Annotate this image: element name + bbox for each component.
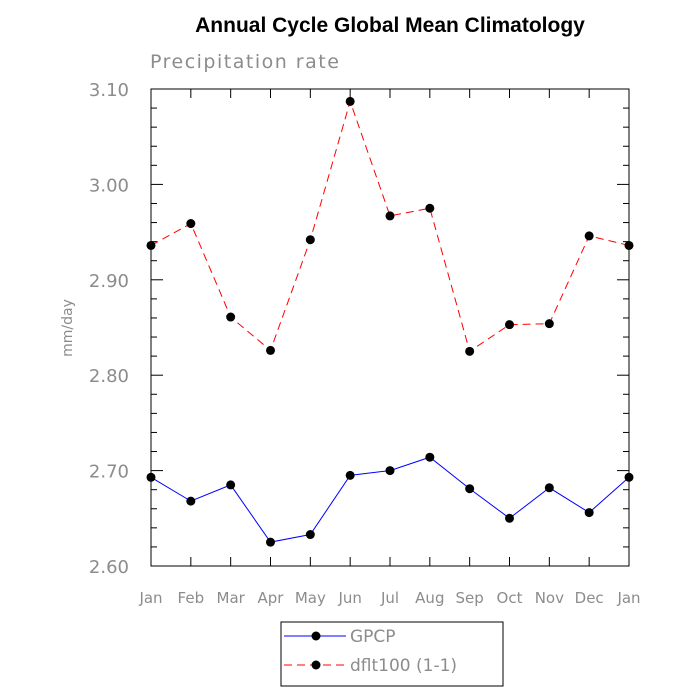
y-tick-label: 3.10 (89, 80, 129, 101)
legend: GPCP dflt100 (1-1) (280, 621, 504, 687)
x-tick-label: Jan (138, 589, 162, 607)
data-point (186, 496, 196, 506)
legend-label-0: GPCP (350, 627, 396, 647)
y-tick-label: 2.90 (89, 271, 129, 292)
x-tick-label: Apr (258, 589, 285, 607)
legend-marker-0 (311, 631, 321, 641)
series-line-1 (150, 99, 630, 353)
y-axis-label: mm/day (60, 299, 76, 357)
data-point (425, 203, 435, 213)
data-point (226, 480, 236, 490)
data-point (425, 452, 435, 462)
chart-subtitle: Precipitation rate (150, 51, 340, 73)
legend-marker-1 (311, 660, 321, 670)
legend-box (280, 621, 504, 687)
data-point (345, 96, 355, 106)
plot-area: Jan Feb Mar Apr May Jun Jul Aug Sep Oct Nov Dec Jan 2… (89, 80, 641, 607)
data-point (146, 472, 156, 482)
legend-label-1: dflt100 (1-1) (350, 656, 457, 676)
data-point (624, 472, 634, 482)
y-tick-label: 2.80 (89, 366, 129, 387)
x-tick-label: Jan (616, 589, 640, 607)
y-tick-label: 3.00 (89, 175, 129, 196)
data-point (266, 345, 275, 355)
data-point (584, 231, 594, 241)
chart-title: Annual Cycle Global Mean Climatology (195, 14, 585, 37)
data-point (186, 219, 196, 229)
x-tick-label: Nov (535, 589, 564, 607)
x-tick-label: Sep (456, 589, 484, 607)
data-point (544, 319, 554, 329)
data-point (385, 211, 395, 221)
data-point (505, 513, 514, 523)
data-point (226, 312, 236, 322)
data-point (544, 483, 554, 493)
data-point (146, 240, 156, 250)
data-point (584, 508, 594, 518)
data-point (505, 320, 514, 330)
data-point (345, 470, 355, 480)
data-point (465, 346, 475, 356)
x-tick-label: Jun (337, 589, 361, 607)
data-point (465, 484, 475, 494)
data-point (624, 240, 634, 250)
x-tick-label: May (295, 589, 326, 607)
data-point (385, 466, 395, 476)
x-tick-label: Jul (380, 589, 399, 607)
plot-frame (150, 88, 630, 567)
y-tick-label: 2.70 (89, 462, 129, 483)
x-tick-label: Dec (575, 589, 604, 607)
data-point (305, 235, 315, 245)
x-tick-label: Mar (217, 589, 246, 607)
x-tick-label: Feb (178, 589, 205, 607)
data-point (266, 537, 275, 547)
x-tick-label: Aug (415, 589, 444, 607)
x-tick-label: Oct (497, 589, 523, 607)
y-tick-label: 2.60 (89, 557, 129, 578)
data-point (305, 530, 315, 540)
